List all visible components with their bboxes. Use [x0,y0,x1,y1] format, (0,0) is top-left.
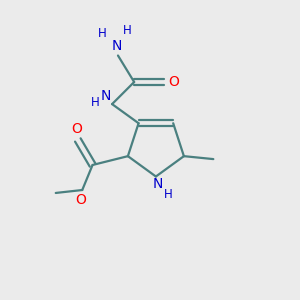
Text: O: O [71,122,82,136]
Text: O: O [75,193,86,207]
Text: H: H [164,188,172,201]
Text: H: H [98,27,106,40]
Text: H: H [91,95,100,109]
Text: N: N [152,177,163,191]
Text: H: H [123,24,132,37]
Text: N: N [101,88,112,103]
Text: O: O [168,75,179,89]
Text: N: N [111,39,122,53]
